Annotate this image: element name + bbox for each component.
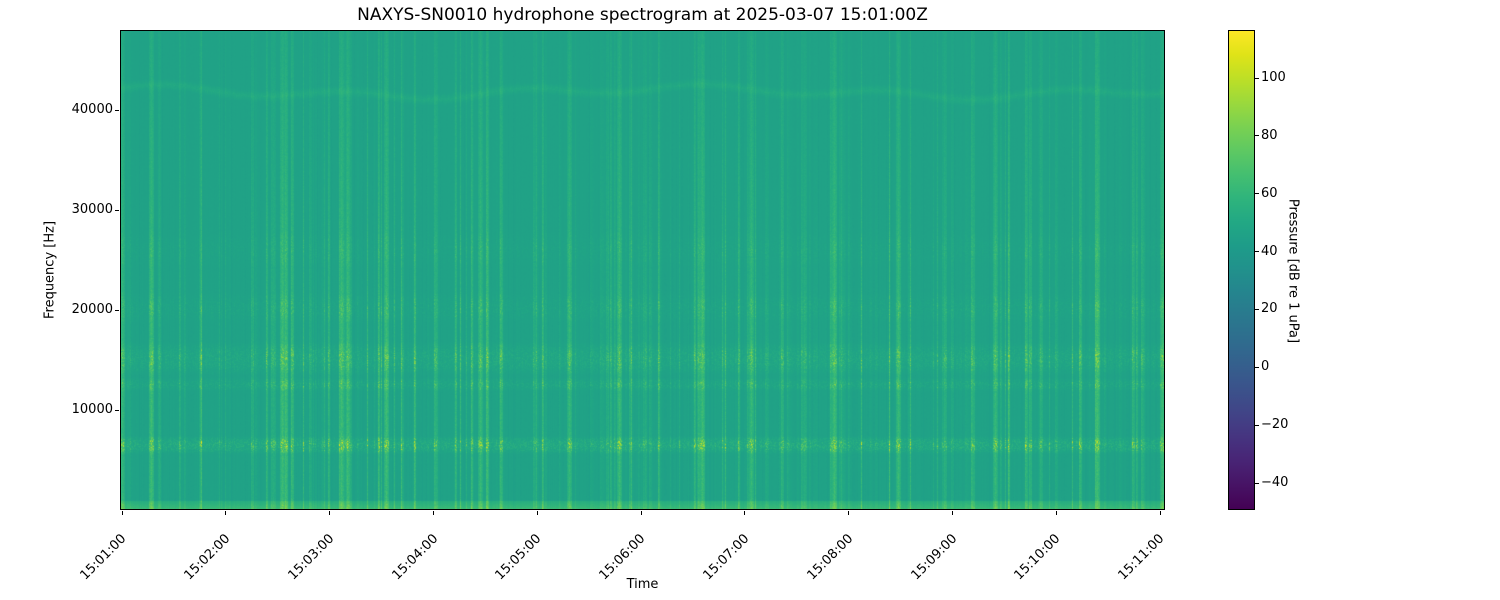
y-axis-label: Frequency [Hz] bbox=[42, 220, 58, 320]
x-tick-label: 15:06:00 bbox=[596, 531, 649, 584]
x-tick-label: 15:09:00 bbox=[907, 531, 960, 584]
colorbar-tick-mark bbox=[1255, 193, 1259, 195]
y-tick-mark bbox=[115, 209, 119, 211]
colorbar-tick-mark bbox=[1255, 424, 1259, 426]
colorbar-label: Pressure [dB re 1 uPa] bbox=[1285, 198, 1301, 344]
colorbar-tick-mark bbox=[1255, 77, 1259, 79]
colorbar-tick-label: 0 bbox=[1261, 359, 1270, 375]
y-tick-label: 10000 bbox=[71, 402, 113, 417]
x-tick-mark bbox=[951, 511, 953, 515]
colorbar-tick-mark bbox=[1255, 251, 1259, 253]
x-tick-mark bbox=[432, 511, 434, 515]
x-tick-label: 15:02:00 bbox=[181, 531, 234, 584]
y-tick-label: 40000 bbox=[71, 102, 113, 117]
x-tick-mark bbox=[848, 511, 850, 515]
x-tick-label: 15:03:00 bbox=[285, 531, 338, 584]
plot-title: NAXYS-SN0010 hydrophone spectrogram at 2… bbox=[357, 5, 928, 25]
colorbar-tick-mark bbox=[1255, 308, 1259, 310]
x-axis-label: Time bbox=[626, 577, 659, 592]
x-tick-mark bbox=[225, 511, 227, 515]
y-tick-mark bbox=[115, 309, 119, 311]
colorbar-tick-label: 100 bbox=[1261, 70, 1286, 86]
x-tick-label: 15:04:00 bbox=[388, 531, 441, 584]
x-tick-mark bbox=[1055, 511, 1057, 515]
x-tick-label: 15:05:00 bbox=[492, 531, 545, 584]
x-tick-label: 15:07:00 bbox=[700, 531, 753, 584]
colorbar-tick-mark bbox=[1255, 366, 1259, 368]
x-tick-label: 15:01:00 bbox=[77, 531, 130, 584]
colorbar-tick-label: 60 bbox=[1261, 185, 1278, 201]
colorbar-tick-mark bbox=[1255, 482, 1259, 484]
x-tick-mark bbox=[1159, 511, 1161, 515]
colorbar-tick-mark bbox=[1255, 135, 1259, 137]
y-tick-label: 30000 bbox=[71, 202, 113, 217]
colorbar-tick-label: 40 bbox=[1261, 243, 1278, 259]
x-tick-mark bbox=[536, 511, 538, 515]
y-tick-mark bbox=[115, 409, 119, 411]
y-tick-label: 20000 bbox=[71, 302, 113, 317]
x-tick-mark bbox=[121, 511, 123, 515]
x-tick-mark bbox=[744, 511, 746, 515]
colorbar-tick-label: 80 bbox=[1261, 127, 1278, 143]
colorbar-tick-label: −20 bbox=[1261, 417, 1289, 433]
y-tick-mark bbox=[115, 109, 119, 111]
x-tick-mark bbox=[329, 511, 331, 515]
colorbar bbox=[1228, 30, 1255, 510]
colorbar-tick-label: 20 bbox=[1261, 301, 1278, 317]
spectrogram-canvas bbox=[120, 30, 1165, 510]
x-tick-label: 15:11:00 bbox=[1115, 531, 1168, 584]
x-tick-label: 15:10:00 bbox=[1011, 531, 1064, 584]
x-tick-mark bbox=[640, 511, 642, 515]
colorbar-tick-label: −40 bbox=[1261, 475, 1289, 491]
x-tick-label: 15:08:00 bbox=[804, 531, 857, 584]
